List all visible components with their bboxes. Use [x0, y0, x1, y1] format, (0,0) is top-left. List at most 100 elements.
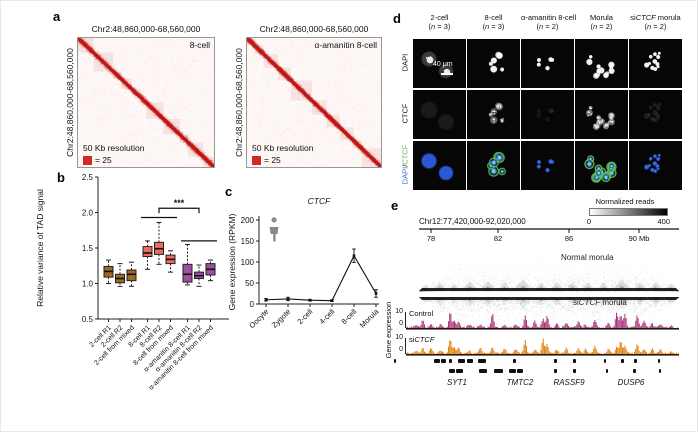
ruler-tick-label: 78	[427, 234, 435, 243]
micrograph-cell	[413, 90, 466, 139]
data-point	[264, 298, 268, 302]
gene-body	[621, 359, 624, 363]
x-tick-label: Morula	[358, 306, 381, 329]
track-axis	[405, 338, 406, 354]
condition-label: 8-cell	[189, 40, 210, 50]
gene-body	[634, 359, 637, 363]
column-n: (n = 3)	[428, 22, 451, 31]
micrograph-cell	[521, 39, 574, 88]
gene-name: RASSF9	[553, 378, 585, 387]
column-header: Morula (n = 2)	[575, 13, 628, 31]
data-point	[286, 297, 290, 301]
panel-a-label: a	[53, 9, 61, 24]
panel-d-label: d	[393, 11, 401, 26]
gene-body	[573, 359, 576, 363]
y-axis-label: Relative variance of TAD signal	[35, 189, 45, 307]
gene-body	[658, 359, 660, 363]
gene-body	[573, 369, 576, 373]
column-header: α-amanitin 8-cell (n = 2)	[521, 13, 577, 31]
gene-body	[659, 369, 661, 373]
colorbar-gradient	[589, 208, 668, 216]
y-tick-label: 1.0	[82, 279, 94, 288]
significance-stars: ***	[174, 198, 185, 208]
hic-heatmap-canvas	[247, 38, 381, 167]
track-ymin: 0	[399, 346, 403, 353]
gene-body	[494, 369, 503, 373]
panel-e-label: e	[391, 198, 399, 213]
micrograph-cell	[467, 141, 520, 190]
gene-body	[441, 359, 446, 363]
column-name: α-amanitin 8-cell	[521, 13, 577, 22]
column-n: (n = 2)	[644, 22, 667, 31]
legend-value: = 25	[95, 155, 112, 165]
data-point	[374, 292, 378, 295]
x-tick-label: Zygote	[270, 307, 293, 330]
column-name: Morula	[590, 13, 613, 22]
micrograph-cell	[521, 141, 574, 190]
gene-body	[554, 369, 557, 373]
colorbar-title: Normalized reads	[595, 197, 655, 206]
x-tick-label: 2-cell	[295, 307, 314, 326]
legend-swatch	[83, 155, 92, 165]
data-line	[265, 254, 377, 302]
column-header: siCTCF morula (n = 2)	[629, 13, 682, 31]
column-n: (n = 3)	[482, 22, 505, 31]
gene-name: DUSP6	[617, 378, 645, 387]
micrograph-cell	[629, 90, 682, 139]
ruler-tick-label: 82	[494, 234, 502, 243]
data-point	[308, 298, 312, 302]
gene-body	[434, 359, 440, 363]
micrograph-cell	[521, 90, 574, 139]
legend-value: = 25	[264, 155, 281, 165]
track-ymin: 0	[399, 320, 403, 327]
hic-map-title: Chr2:48,860,000-68,560,000	[91, 24, 201, 34]
heatmap-legend: = 25	[252, 155, 281, 165]
micrograph-cell	[575, 39, 628, 88]
gene-body	[606, 369, 608, 373]
panel-c-label: c	[225, 184, 233, 199]
scale-bar-label: 40 μm	[433, 61, 453, 68]
legend-swatch	[252, 155, 261, 165]
micrograph-cell	[629, 141, 682, 190]
micrograph-cell	[629, 39, 682, 88]
gene-body	[513, 359, 516, 363]
track-signal-canvas	[406, 337, 679, 356]
human-icon	[269, 217, 279, 242]
column-header: 8-cell (n = 3)	[467, 13, 520, 31]
chart-title: CTCF	[308, 196, 331, 206]
box	[126, 269, 137, 282]
hic-map-title: Chr2:48,860,000-68,560,000	[259, 24, 369, 34]
gene-body	[633, 369, 636, 373]
region-label: Chr12:77,420,000-92,020,000	[419, 217, 526, 226]
micrograph-cell	[413, 141, 466, 190]
gene-annotation-track	[394, 359, 661, 373]
y-tick-label: 100	[241, 258, 255, 267]
gene-body	[394, 359, 396, 363]
sictcf-morula-label: siCTCF morula	[573, 298, 627, 307]
colorbar-min: 0	[586, 217, 592, 226]
gene-body	[509, 369, 516, 373]
ruler-tick-label: 86	[565, 234, 573, 243]
track-signal-canvas	[406, 311, 679, 330]
gene-name: SYT1	[446, 378, 468, 387]
x-tick-label: 4-cell	[317, 307, 336, 326]
row-label-ctcf: CTCF	[400, 103, 410, 124]
hic-map-8cell: 8-cell 50 Kb resolution = 25	[77, 37, 215, 168]
gene-body	[478, 359, 486, 363]
gene-body	[517, 369, 523, 373]
microscopy-panel: 2-cell (n = 3) 8-cell (n = 3) α-amanitin 8-c…	[389, 9, 689, 195]
gene-body	[467, 359, 473, 363]
row-label-dapi: DAPI	[400, 53, 410, 72]
column-name: 2-cell	[430, 13, 449, 22]
gene-body	[458, 359, 465, 363]
genome-browser-panel: Normalized reads 0 400 Chr12:77,420,000-…	[384, 197, 695, 411]
hic-heatmap-canvas	[78, 38, 214, 167]
y-tick-label: 2.0	[82, 208, 94, 217]
data-point	[330, 299, 334, 302]
track-ymax: 10	[395, 308, 403, 315]
sictcf-track: 10 0 siCTCF	[389, 334, 685, 359]
y-axis-label: Gene expression (RPKM)	[227, 213, 237, 310]
y-tick-label: 1.5	[82, 244, 94, 253]
hic-map-ylabel: Chr2:48,860,000-68,560,000	[234, 48, 244, 157]
